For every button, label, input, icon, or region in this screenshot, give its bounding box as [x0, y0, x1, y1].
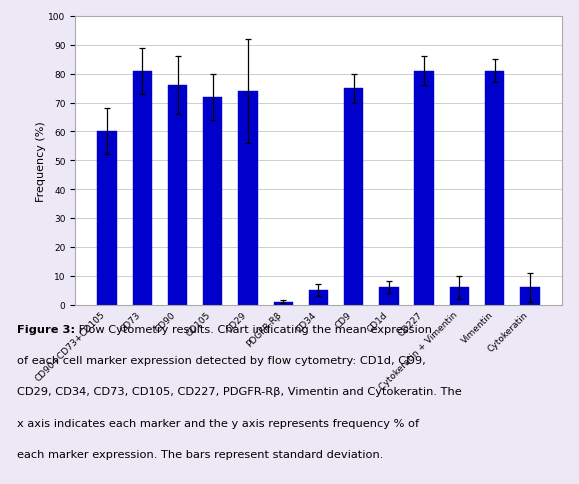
Bar: [520, 287, 540, 305]
Bar: [133, 72, 152, 305]
Bar: [450, 287, 469, 305]
Bar: [344, 89, 364, 305]
Bar: [239, 92, 258, 305]
Text: Flow Cytometry results. Chart indicating the mean expression: Flow Cytometry results. Chart indicating…: [75, 324, 433, 334]
Bar: [97, 132, 117, 305]
Bar: [273, 302, 293, 305]
Text: of each cell marker expression detected by flow cytometry: CD1d, CD9,: of each cell marker expression detected …: [17, 355, 426, 365]
Y-axis label: Frequency (%): Frequency (%): [35, 121, 46, 201]
Text: CD29, CD34, CD73, CD105, CD227, PDGFR-Rβ, Vimentin and Cytokeratin. The: CD29, CD34, CD73, CD105, CD227, PDGFR-Rβ…: [17, 387, 462, 396]
Bar: [379, 287, 398, 305]
Text: each marker expression. The bars represent standard deviation.: each marker expression. The bars represe…: [17, 449, 383, 459]
Bar: [485, 72, 504, 305]
Bar: [168, 86, 187, 305]
Bar: [309, 290, 328, 305]
Text: Figure 3:: Figure 3:: [17, 324, 75, 334]
Text: x axis indicates each marker and the y axis represents frequency % of: x axis indicates each marker and the y a…: [17, 418, 419, 428]
Bar: [415, 72, 434, 305]
Bar: [203, 98, 222, 305]
